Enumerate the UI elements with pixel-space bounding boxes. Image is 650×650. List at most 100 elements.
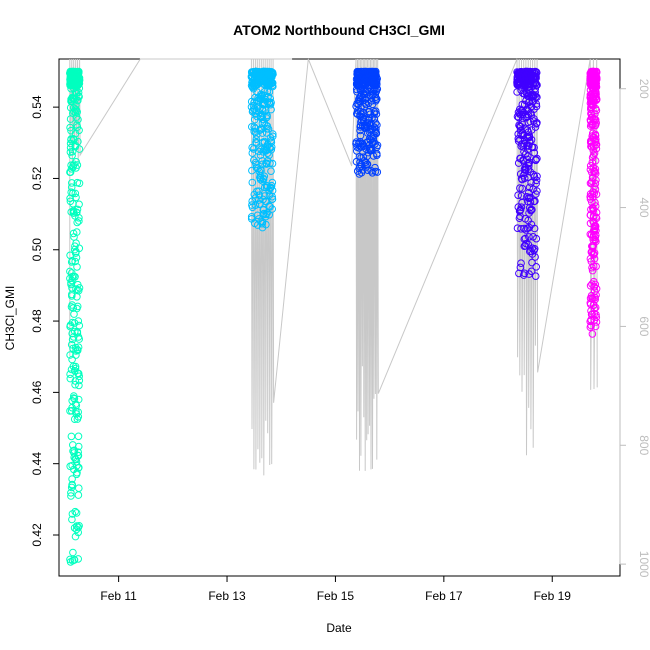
data-point <box>70 392 78 400</box>
data-point <box>73 468 81 477</box>
y-tick-label: 0.46 <box>30 380 44 404</box>
data-point <box>521 234 530 243</box>
data-point <box>588 190 597 199</box>
data-point <box>592 190 601 199</box>
data-point <box>514 135 523 143</box>
data-point <box>248 68 256 77</box>
right-tick-label: 600 <box>637 316 650 336</box>
data-point <box>74 491 83 499</box>
data-point <box>259 210 268 219</box>
data-point <box>73 218 81 227</box>
data-point <box>355 97 363 105</box>
data-point <box>260 137 269 146</box>
data-point <box>248 123 256 131</box>
data-point <box>357 168 366 177</box>
data-point <box>589 204 597 213</box>
data-point <box>74 137 82 146</box>
data-point <box>74 317 83 325</box>
data-point <box>260 87 269 96</box>
data-point <box>587 137 596 146</box>
data-point <box>67 432 76 441</box>
data-point <box>74 448 82 457</box>
data-point <box>260 172 269 181</box>
data-point <box>587 248 596 256</box>
data-point <box>252 139 261 147</box>
data-point <box>68 290 76 299</box>
data-point <box>67 340 76 349</box>
data-point <box>73 304 81 313</box>
data-point <box>253 112 261 121</box>
x-tick-label: Feb 19 <box>534 589 572 603</box>
data-point <box>533 172 541 181</box>
data-point <box>523 141 531 150</box>
data-point <box>589 77 597 85</box>
data-point <box>591 280 600 289</box>
data-point <box>70 245 79 254</box>
data-point <box>250 123 258 131</box>
series-1 <box>66 67 84 566</box>
right-axis: 200 400 600 800 1000 <box>619 79 650 578</box>
data-point <box>362 70 370 78</box>
data-point <box>515 214 524 222</box>
data-point <box>252 163 261 172</box>
data-point <box>591 236 600 244</box>
data-point <box>532 74 540 82</box>
data-point <box>74 280 82 289</box>
data-point <box>518 184 527 193</box>
data-point <box>267 167 275 175</box>
data-point <box>586 219 595 228</box>
data-point <box>527 206 535 215</box>
data-point <box>364 148 373 157</box>
data-point <box>72 247 80 256</box>
data-point <box>356 158 364 167</box>
data-point <box>71 364 80 373</box>
data-point <box>373 168 382 176</box>
data-point <box>590 254 599 263</box>
data-point <box>525 194 533 203</box>
data-point <box>251 128 260 136</box>
data-point <box>71 507 79 516</box>
data-point <box>67 279 75 287</box>
data-point <box>531 272 540 281</box>
data-point <box>72 455 80 464</box>
data-point <box>72 208 81 217</box>
data-point <box>517 259 525 268</box>
data-point <box>525 233 533 241</box>
data-point <box>75 145 84 153</box>
data-point <box>255 126 264 135</box>
data-point <box>69 304 77 312</box>
pressure-trace <box>69 58 598 476</box>
data-point <box>520 165 529 174</box>
data-point <box>372 95 380 103</box>
data-point <box>75 179 84 188</box>
data-point <box>515 207 524 215</box>
data-point <box>74 555 82 563</box>
data-point <box>532 190 540 198</box>
data-point <box>522 75 531 83</box>
series-5 <box>586 67 601 338</box>
data-point <box>352 157 361 166</box>
data-point <box>75 484 83 493</box>
data-point <box>523 126 532 134</box>
y-tick-label: 0.54 <box>30 95 44 119</box>
data-point <box>520 77 529 85</box>
data-point <box>68 335 77 344</box>
data-point <box>359 76 368 84</box>
data-point <box>361 123 370 131</box>
data-point <box>517 142 526 150</box>
data-point <box>531 197 539 205</box>
data-point <box>513 224 522 232</box>
data-point <box>525 270 533 278</box>
data-point <box>586 81 595 89</box>
data-point <box>514 113 523 122</box>
data-point <box>263 157 272 165</box>
data-point <box>371 127 380 136</box>
data-point <box>588 121 597 130</box>
data-point <box>68 556 77 565</box>
data-point <box>71 189 80 198</box>
data-point <box>248 143 256 152</box>
data-point <box>268 79 277 87</box>
data-point <box>75 126 83 135</box>
data-point <box>521 100 529 109</box>
